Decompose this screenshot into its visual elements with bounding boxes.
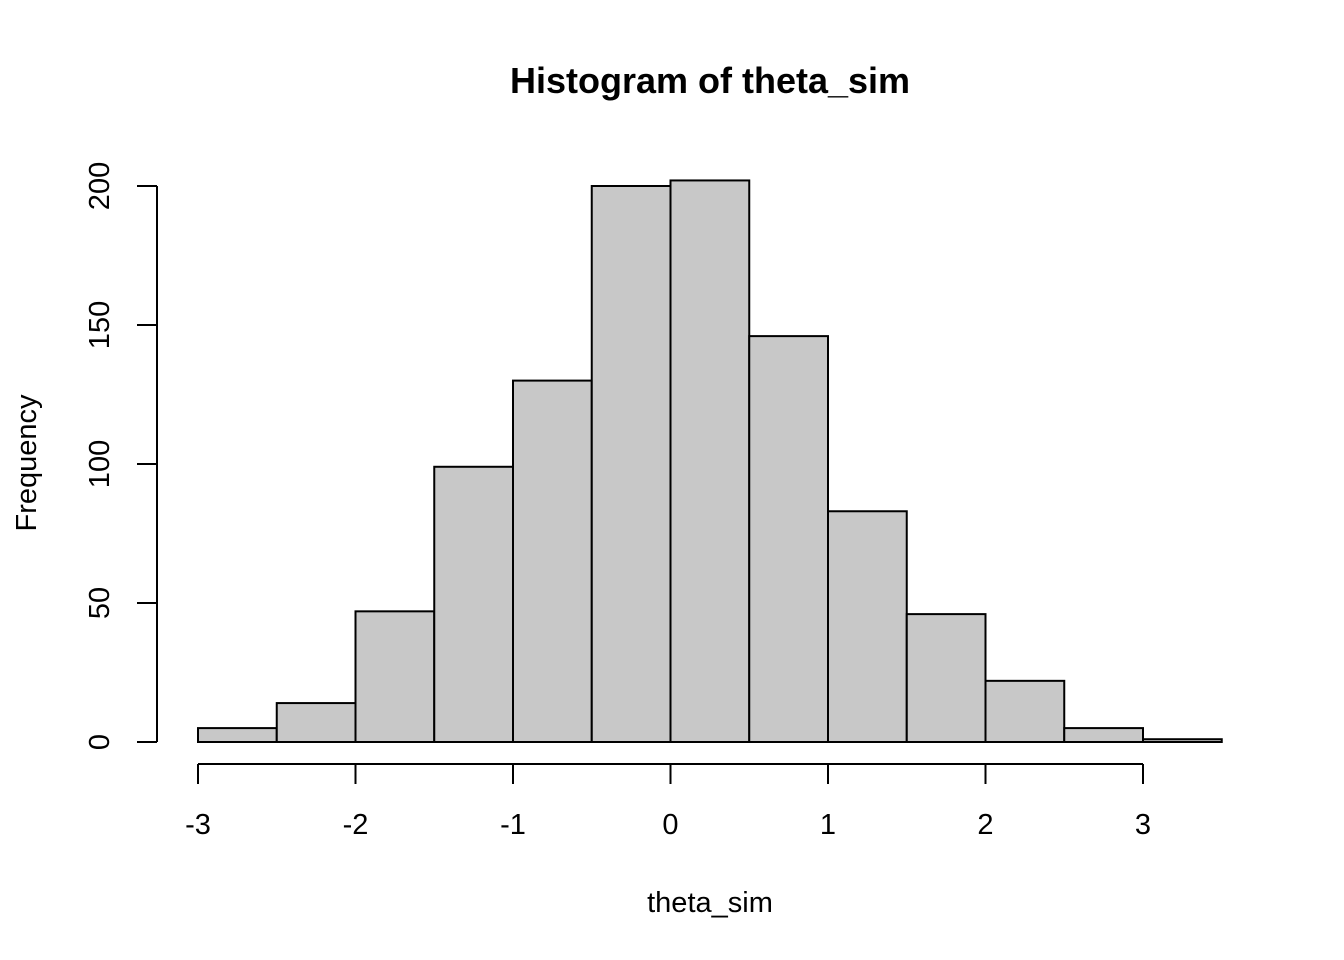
y-axis-label: Frequency bbox=[11, 394, 43, 532]
histogram-bar bbox=[748, 335, 829, 743]
y-axis: 0 50 100 150 200 bbox=[84, 162, 158, 750]
y-tick-label: 50 bbox=[84, 587, 116, 619]
x-axis: -3 -2 -1 0 1 2 3 bbox=[185, 763, 1151, 841]
x-tick-label: 0 bbox=[662, 809, 678, 841]
histogram-bar bbox=[1142, 738, 1223, 743]
y-tick-label: 0 bbox=[84, 734, 116, 750]
histogram-bar bbox=[354, 610, 436, 744]
histogram-bar bbox=[433, 465, 514, 743]
histogram-bar bbox=[827, 510, 908, 744]
x-axis-label: theta_sim bbox=[647, 887, 773, 919]
chart-title: Histogram of theta_sim bbox=[510, 60, 910, 101]
y-tick-label: 100 bbox=[84, 440, 116, 488]
x-tick-label: 3 bbox=[1135, 809, 1151, 841]
histogram-bar bbox=[984, 679, 1066, 744]
histogram-bar bbox=[1063, 727, 1144, 743]
x-tick-label: -3 bbox=[185, 809, 211, 841]
x-tick-label: 2 bbox=[977, 809, 993, 841]
x-tick-label: -1 bbox=[500, 809, 526, 841]
histogram-bar bbox=[512, 379, 593, 743]
y-tick-label: 200 bbox=[84, 162, 116, 210]
bars-group bbox=[197, 179, 1223, 744]
histogram-bar bbox=[197, 727, 278, 743]
x-tick-label: 1 bbox=[820, 809, 836, 841]
x-tick-label: -2 bbox=[343, 809, 369, 841]
histogram-bar bbox=[669, 179, 751, 743]
y-tick-label: 150 bbox=[84, 301, 116, 349]
histogram-bar bbox=[590, 185, 672, 743]
histogram-bar bbox=[905, 613, 987, 743]
histogram-bar bbox=[275, 702, 357, 744]
